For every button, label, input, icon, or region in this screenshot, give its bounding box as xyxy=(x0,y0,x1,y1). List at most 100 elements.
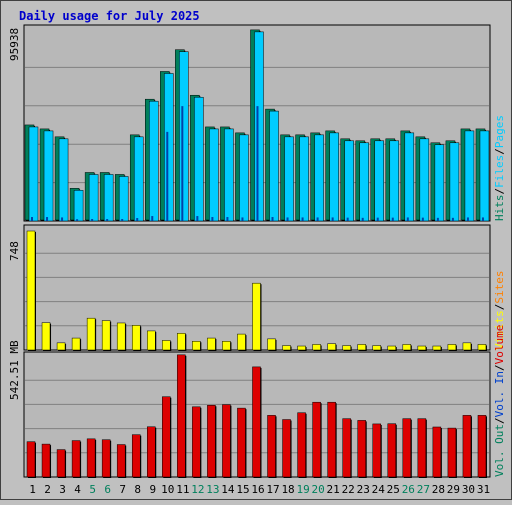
bar-files xyxy=(224,128,234,222)
chart-title: Daily usage for July 2025 xyxy=(19,9,200,23)
bar-files xyxy=(43,130,54,222)
bar-pages xyxy=(91,219,94,221)
x-tick-label: 10 xyxy=(161,483,174,496)
bar-files xyxy=(239,134,249,222)
bar-visits xyxy=(41,322,51,351)
bar-volume xyxy=(131,434,141,478)
bar-visits xyxy=(267,338,276,351)
bar-visits xyxy=(26,230,36,351)
bar-volume xyxy=(357,420,366,478)
x-tick-label: 3 xyxy=(59,483,66,496)
bar-visits xyxy=(177,333,186,351)
bar-pages xyxy=(151,216,154,221)
bar-volume xyxy=(372,423,381,478)
bar-volume xyxy=(267,415,276,478)
bar-files xyxy=(449,142,460,222)
bar-files xyxy=(419,138,430,222)
bar-volume xyxy=(207,405,216,478)
bar-visits xyxy=(357,344,366,351)
bar-pages xyxy=(301,217,304,221)
bar-pages xyxy=(211,217,214,221)
legend-entry: Files xyxy=(493,155,506,188)
bar-visits xyxy=(237,333,246,351)
bar-files xyxy=(284,136,294,222)
bar-volume xyxy=(71,440,81,478)
bar-files xyxy=(344,140,354,222)
max-value-label: 748 xyxy=(8,241,21,261)
bar-visits xyxy=(447,344,457,351)
bar-visits xyxy=(207,337,216,351)
bar-pages xyxy=(241,217,244,221)
bar-files xyxy=(269,110,279,222)
bar-files xyxy=(133,136,144,222)
x-tick-label: 13 xyxy=(206,483,219,496)
bar-visits xyxy=(147,330,156,351)
bar-volume xyxy=(432,426,442,478)
bar-pages xyxy=(421,217,424,221)
bar-volume xyxy=(192,406,201,478)
bar-visits xyxy=(387,345,397,351)
bar-files xyxy=(179,51,189,222)
bar-visits xyxy=(86,317,96,351)
bar-files xyxy=(299,136,309,222)
bar-volume xyxy=(417,418,427,478)
legend-entry: Hits xyxy=(493,195,506,222)
legend-entry: Pages xyxy=(493,115,506,148)
bar-pages xyxy=(436,217,439,221)
bar-visits xyxy=(477,344,487,351)
bar-pages xyxy=(316,217,319,221)
bar-pages xyxy=(361,217,364,221)
legend-entry: / xyxy=(493,304,506,311)
bar-pages xyxy=(136,218,139,221)
legend-entry: / xyxy=(493,188,506,195)
bar-visits xyxy=(402,344,412,351)
bar-files xyxy=(404,132,415,222)
bar-visits xyxy=(71,337,81,351)
bar-pages xyxy=(196,216,199,221)
bar-pages xyxy=(226,217,229,221)
bar-pages xyxy=(31,217,33,221)
bar-pages xyxy=(166,131,169,221)
bar-volume xyxy=(147,426,156,478)
bar-volume xyxy=(41,443,51,478)
bar-files xyxy=(479,130,490,222)
bar-pages xyxy=(286,217,289,221)
bar-files xyxy=(28,126,39,222)
bar-files xyxy=(209,128,219,222)
bar-pages xyxy=(451,217,454,221)
x-tick-label: 2 xyxy=(44,483,51,496)
legend-entry: / xyxy=(493,417,506,424)
bar-volume xyxy=(402,418,412,478)
x-tick-label: 18 xyxy=(281,483,294,496)
bar-pages xyxy=(256,106,259,221)
x-tick-label: 8 xyxy=(134,483,141,496)
x-tick-label: 4 xyxy=(74,483,81,496)
legend-entry: Vol. Out xyxy=(493,424,506,477)
bar-files xyxy=(73,190,84,222)
bar-files xyxy=(359,142,369,222)
chart-panels: 95938Hits/Files/Pages748Visits/Sites542.… xyxy=(8,24,506,478)
x-tick-label: 24 xyxy=(372,483,386,496)
x-tick-label: 14 xyxy=(221,483,235,496)
x-tick-label: 29 xyxy=(447,483,460,496)
x-tick-label: 25 xyxy=(387,483,400,496)
bar-files xyxy=(374,140,384,222)
bar-visits xyxy=(432,345,442,351)
bar-volume xyxy=(26,441,36,478)
panel-middle: 748 Visits/Sites xyxy=(8,224,506,351)
bar-volume xyxy=(101,439,111,478)
bar-visits xyxy=(56,342,66,351)
bar-files xyxy=(389,140,400,222)
x-tick-label: 16 xyxy=(251,483,264,496)
bar-files xyxy=(194,96,204,222)
bar-visits xyxy=(462,342,472,351)
legend-entry: Volume xyxy=(493,325,506,365)
bar-volume xyxy=(387,423,397,478)
legend-entry: Vol. In xyxy=(493,371,506,417)
bar-volume xyxy=(477,415,487,478)
bar-pages xyxy=(331,217,334,221)
bar-volume xyxy=(56,449,66,478)
bar-visits xyxy=(372,345,381,351)
